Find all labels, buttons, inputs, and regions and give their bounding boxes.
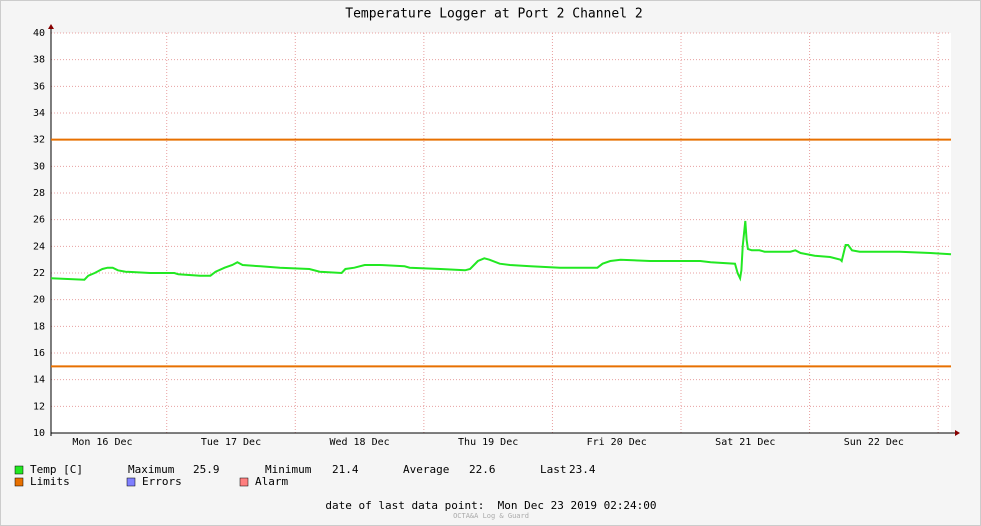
footer: date of last data point: Mon Dec 23 2019… <box>325 499 656 512</box>
legend-swatch <box>14 477 24 487</box>
x-tick-label: Tue 17 Dec <box>201 437 261 448</box>
stat-value: 21.4 <box>332 463 359 476</box>
y-tick-label: 18 <box>33 321 45 332</box>
y-tick-label: 22 <box>33 268 45 279</box>
stat-label: Average <box>403 463 449 476</box>
y-tick-label: 34 <box>33 108 45 119</box>
stat-value: 25.9 <box>193 463 220 476</box>
chart-title: Temperature Logger at Port 2 Channel 2 <box>345 7 642 22</box>
y-tick-label: 12 <box>33 401 45 412</box>
y-tick-label: 28 <box>33 188 45 199</box>
x-tick-label: Fri 20 Dec <box>587 437 647 448</box>
axis-arrow <box>955 430 960 436</box>
legend-label: Alarm <box>255 475 288 488</box>
x-tick-label: Mon 16 Dec <box>72 437 132 448</box>
x-tick-label: Sun 22 Dec <box>844 437 904 448</box>
y-tick-label: 24 <box>33 241 45 252</box>
legend-label: Limits <box>30 475 70 488</box>
legend-swatch <box>239 477 249 487</box>
legend-label: Temp [C] <box>30 463 83 476</box>
y-tick-label: 10 <box>33 428 45 439</box>
stat-value: 22.6 <box>469 463 496 476</box>
x-tick-label: Wed 18 Dec <box>329 437 389 448</box>
y-tick-label: 36 <box>33 81 45 92</box>
x-tick-label: Sat 21 Dec <box>715 437 775 448</box>
y-tick-label: 14 <box>33 375 45 386</box>
plot-area <box>51 33 951 433</box>
axis-arrow <box>48 24 54 29</box>
series-line <box>50 220 952 282</box>
x-tick-label: Thu 19 Dec <box>458 437 518 448</box>
y-tick-label: 40 <box>33 28 45 39</box>
stat-label: Last <box>540 463 567 476</box>
y-tick-label: 38 <box>33 55 45 66</box>
stat-label: Maximum <box>128 463 175 476</box>
legend-swatch <box>14 465 24 475</box>
legend-label: Errors <box>142 475 182 488</box>
y-tick-label: 30 <box>33 161 45 172</box>
legend-swatch <box>126 477 136 487</box>
y-tick-label: 20 <box>33 295 45 306</box>
y-tick-label: 32 <box>33 135 45 146</box>
watermark: OCTA&A Log & Guard <box>453 512 529 520</box>
stat-value: 23.4 <box>569 463 596 476</box>
stat-label: Minimum <box>265 463 312 476</box>
y-tick-label: 16 <box>33 348 45 359</box>
y-tick-label: 26 <box>33 215 45 226</box>
